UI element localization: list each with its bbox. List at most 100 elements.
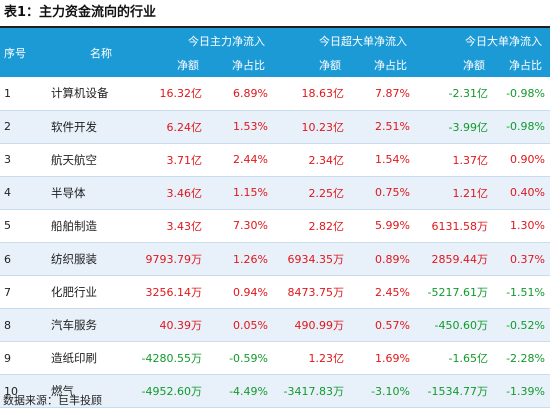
header-group-main: 今日主力净流入 <box>188 34 265 48</box>
row-index: 2 <box>0 110 48 144</box>
title-divider <box>0 26 550 28</box>
cell-super-net: 10.23亿 <box>273 110 349 144</box>
cell-main-ratio: 2.44% <box>207 143 273 177</box>
cell-super-ratio: 1.69% <box>349 341 415 376</box>
cell-super-ratio: 2.51% <box>349 110 415 144</box>
header-super-ratio: 净占比 <box>374 59 407 72</box>
header-group-large: 今日大单净流入 <box>465 34 542 48</box>
cell-main-net: 3.71亿 <box>132 143 207 177</box>
cell-large-ratio: 0.90% <box>493 143 550 177</box>
cell-super-net: 6934.35万 <box>273 242 349 277</box>
cell-super-net: 18.63亿 <box>273 77 349 111</box>
cell-large-ratio: -0.98% <box>493 110 550 144</box>
cell-large-net: 2859.44万 <box>415 242 493 277</box>
cell-super-ratio: 7.87% <box>349 77 415 111</box>
cell-main-net: -4280.55万 <box>132 341 207 376</box>
cell-large-ratio: -2.28% <box>493 341 550 376</box>
row-index: 8 <box>0 308 48 343</box>
cell-large-net: 6131.58万 <box>415 209 493 243</box>
row-index: 3 <box>0 143 48 177</box>
row-industry-name: 软件开发 <box>48 110 132 144</box>
cell-super-net: 1.23亿 <box>273 341 349 376</box>
cell-super-ratio: 0.75% <box>349 176 415 210</box>
cell-super-net: 490.99万 <box>273 308 349 343</box>
table-title: 表1：主力资金流向的行业 <box>4 5 157 20</box>
header-super-net: 净额 <box>319 59 341 72</box>
table-row: 10 燃气 -4952.60万 -4.49% -3417.83万 -3.10% -1534.… <box>0 374 550 409</box>
cell-super-net: -3417.83万 <box>273 374 349 409</box>
cell-large-ratio: 0.37% <box>493 242 550 277</box>
row-industry-name: 化肥行业 <box>48 275 132 310</box>
cell-large-ratio: -0.98% <box>493 77 550 111</box>
row-industry-name: 造纸印刷 <box>48 341 132 376</box>
cell-large-net: 1.37亿 <box>415 143 493 177</box>
cell-main-net: 3.43亿 <box>132 209 207 243</box>
row-index: 10 <box>0 374 48 409</box>
cell-large-ratio: 1.30% <box>493 209 550 243</box>
header-group-super-large: 今日超大单净流入 <box>319 34 407 48</box>
cell-large-net: -3.99亿 <box>415 110 493 144</box>
cell-super-ratio: 1.54% <box>349 143 415 177</box>
cell-large-ratio: -1.51% <box>493 275 550 310</box>
cell-main-net: 3256.14万 <box>132 275 207 310</box>
row-industry-name: 航天航空 <box>48 143 132 177</box>
cell-main-net: -4952.60万 <box>132 374 207 409</box>
cell-main-ratio: 0.94% <box>207 275 273 310</box>
cell-large-net: -2.31亿 <box>415 77 493 111</box>
row-index: 5 <box>0 209 48 243</box>
table-row: 7 化肥行业 3256.14万 0.94% 8473.75万 2.45% -5217.61万… <box>0 275 550 310</box>
row-industry-name: 计算机设备 <box>48 77 132 111</box>
row-industry-name: 船舶制造 <box>48 209 132 243</box>
row-index: 9 <box>0 341 48 376</box>
cell-main-ratio: 6.89% <box>207 77 273 111</box>
table-row: 5 船舶制造 3.43亿 7.30% 2.82亿 5.99% 6131.58万 1.30% <box>0 209 550 243</box>
row-index: 6 <box>0 242 48 277</box>
cell-super-ratio: 0.57% <box>349 308 415 343</box>
cell-main-ratio: 1.53% <box>207 110 273 144</box>
table-row: 8 汽车服务 40.39万 0.05% 490.99万 0.57% -450.60万 -0.5… <box>0 308 550 343</box>
cell-main-ratio: 7.30% <box>207 209 273 243</box>
cell-main-ratio: 1.15% <box>207 176 273 210</box>
cell-large-net: -1534.77万 <box>415 374 493 409</box>
cell-large-ratio: 0.40% <box>493 176 550 210</box>
cell-super-net: 2.82亿 <box>273 209 349 243</box>
row-index: 4 <box>0 176 48 210</box>
cell-main-net: 3.46亿 <box>132 176 207 210</box>
cell-large-net: 1.21亿 <box>415 176 493 210</box>
cell-main-net: 40.39万 <box>132 308 207 343</box>
header-row-groups: 序号 名称 今日主力净流入 今日超大单净流入 今日大单净流入 <box>0 28 550 60</box>
table-row: 3 航天航空 3.71亿 2.44% 2.34亿 1.54% 1.37亿 0.90% <box>0 143 550 177</box>
row-industry-name: 纺织服装 <box>48 242 132 277</box>
cell-large-net: -1.65亿 <box>415 341 493 376</box>
cell-super-net: 2.34亿 <box>273 143 349 177</box>
cell-large-ratio: -1.39% <box>493 374 550 409</box>
table-row: 9 造纸印刷 -4280.55万 -0.59% 1.23亿 1.69% -1.65亿 -2.2… <box>0 341 550 376</box>
cell-main-net: 16.32亿 <box>132 77 207 111</box>
cell-large-ratio: -0.52% <box>493 308 550 343</box>
header-large-ratio: 净占比 <box>509 59 542 72</box>
data-source-note: 数据来源：巨丰投顾 <box>3 394 102 407</box>
table-row: 6 纺织服装 9793.79万 1.26% 6934.35万 0.89% 2859.44万 0… <box>0 242 550 277</box>
cell-super-ratio: 2.45% <box>349 275 415 310</box>
header-large-net: 净额 <box>463 59 485 72</box>
cell-main-ratio: -0.59% <box>207 341 273 376</box>
row-industry-name: 半导体 <box>48 176 132 210</box>
cell-main-net: 6.24亿 <box>132 110 207 144</box>
row-index: 7 <box>0 275 48 310</box>
cell-super-ratio: -3.10% <box>349 374 415 409</box>
table-row: 1 计算机设备 16.32亿 6.89% 18.63亿 7.87% -2.31亿 -0.98% <box>0 77 550 111</box>
cell-main-net: 9793.79万 <box>132 242 207 277</box>
cell-super-ratio: 5.99% <box>349 209 415 243</box>
industry-fund-flow-table: 序号 名称 今日主力净流入 今日超大单净流入 今日大单净流入 净额 净占比 净额… <box>0 28 550 409</box>
cell-super-net: 8473.75万 <box>273 275 349 310</box>
cell-super-net: 2.25亿 <box>273 176 349 210</box>
cell-main-ratio: 1.26% <box>207 242 273 277</box>
header-main-net: 净额 <box>177 59 199 72</box>
header-name: 名称 <box>90 46 112 60</box>
table-row: 2 软件开发 6.24亿 1.53% 10.23亿 2.51% -3.99亿 -0.98% <box>0 110 550 144</box>
row-index: 1 <box>0 77 48 111</box>
cell-large-net: -450.60万 <box>415 308 493 343</box>
cell-super-ratio: 0.89% <box>349 242 415 277</box>
table-row: 4 半导体 3.46亿 1.15% 2.25亿 0.75% 1.21亿 0.40% <box>0 176 550 210</box>
header-index: 序号 <box>4 46 26 60</box>
